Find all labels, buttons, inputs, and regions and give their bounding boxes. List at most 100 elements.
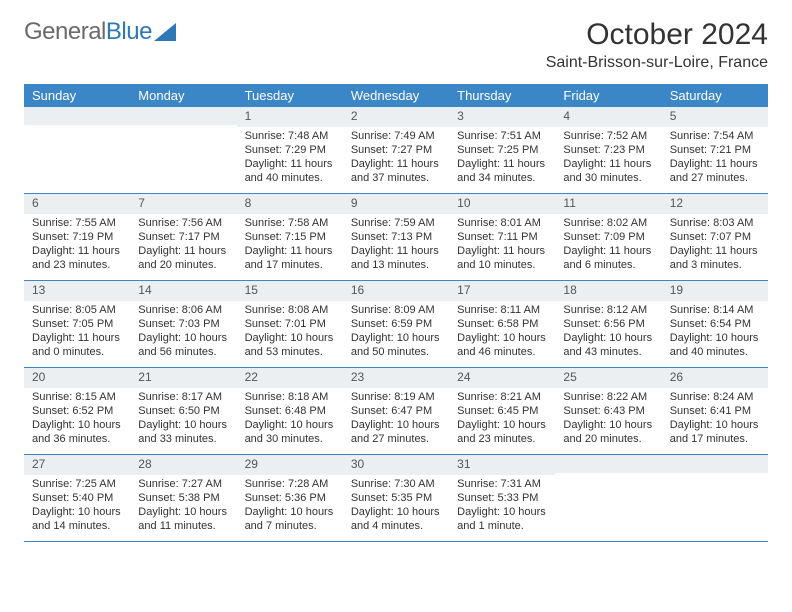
day-cell: 5Sunrise: 7:54 AMSunset: 7:21 PMDaylight… <box>662 107 768 193</box>
day-cell: 19Sunrise: 8:14 AMSunset: 6:54 PMDayligh… <box>662 281 768 367</box>
day-cell: 7Sunrise: 7:56 AMSunset: 7:17 PMDaylight… <box>130 194 236 280</box>
day-cell: 9Sunrise: 7:59 AMSunset: 7:13 PMDaylight… <box>343 194 449 280</box>
day-number: 26 <box>662 368 768 388</box>
daylight-text: Daylight: 11 hours and 17 minutes. <box>245 244 335 273</box>
daylight-text: Daylight: 11 hours and 6 minutes. <box>563 244 653 273</box>
day-body: Sunrise: 8:05 AMSunset: 7:05 PMDaylight:… <box>24 301 130 366</box>
day-body: Sunrise: 7:28 AMSunset: 5:36 PMDaylight:… <box>237 475 343 540</box>
sunrise-text: Sunrise: 7:59 AM <box>351 216 441 230</box>
day-cell <box>130 107 236 193</box>
day-number: 24 <box>449 368 555 388</box>
day-cell <box>555 455 661 541</box>
day-number: 19 <box>662 281 768 301</box>
dow-monday: Monday <box>130 84 236 107</box>
day-cell: 26Sunrise: 8:24 AMSunset: 6:41 PMDayligh… <box>662 368 768 454</box>
dow-saturday: Saturday <box>662 84 768 107</box>
daylight-text: Daylight: 10 hours and 17 minutes. <box>670 418 760 447</box>
day-number <box>555 455 661 473</box>
day-cell: 25Sunrise: 8:22 AMSunset: 6:43 PMDayligh… <box>555 368 661 454</box>
day-number: 29 <box>237 455 343 475</box>
day-body: Sunrise: 8:21 AMSunset: 6:45 PMDaylight:… <box>449 388 555 453</box>
sunset-text: Sunset: 7:25 PM <box>457 143 547 157</box>
month-title: October 2024 <box>546 18 768 52</box>
title-block: October 2024 Saint-Brisson-sur-Loire, Fr… <box>546 18 768 72</box>
day-body: Sunrise: 7:51 AMSunset: 7:25 PMDaylight:… <box>449 127 555 192</box>
daylight-text: Daylight: 10 hours and 27 minutes. <box>351 418 441 447</box>
week-row: 1Sunrise: 7:48 AMSunset: 7:29 PMDaylight… <box>24 107 768 194</box>
day-number: 1 <box>237 107 343 127</box>
sunset-text: Sunset: 7:19 PM <box>32 230 122 244</box>
calendar-page: GeneralBlue October 2024 Saint-Brisson-s… <box>0 0 792 542</box>
sunset-text: Sunset: 7:27 PM <box>351 143 441 157</box>
sunset-text: Sunset: 5:40 PM <box>32 491 122 505</box>
sunrise-text: Sunrise: 7:49 AM <box>351 129 441 143</box>
daylight-text: Daylight: 11 hours and 0 minutes. <box>32 331 122 360</box>
sunrise-text: Sunrise: 7:31 AM <box>457 477 547 491</box>
logo-triangle-icon <box>154 23 176 41</box>
day-number <box>662 455 768 473</box>
dow-sunday: Sunday <box>24 84 130 107</box>
day-number: 14 <box>130 281 236 301</box>
sunset-text: Sunset: 7:29 PM <box>245 143 335 157</box>
day-cell: 30Sunrise: 7:30 AMSunset: 5:35 PMDayligh… <box>343 455 449 541</box>
sunset-text: Sunset: 7:09 PM <box>563 230 653 244</box>
daylight-text: Daylight: 11 hours and 13 minutes. <box>351 244 441 273</box>
day-cell: 23Sunrise: 8:19 AMSunset: 6:47 PMDayligh… <box>343 368 449 454</box>
day-body: Sunrise: 8:01 AMSunset: 7:11 PMDaylight:… <box>449 214 555 279</box>
day-number <box>24 107 130 125</box>
sunset-text: Sunset: 6:52 PM <box>32 404 122 418</box>
sunrise-text: Sunrise: 7:52 AM <box>563 129 653 143</box>
dow-friday: Friday <box>555 84 661 107</box>
sunset-text: Sunset: 6:59 PM <box>351 317 441 331</box>
daylight-text: Daylight: 10 hours and 14 minutes. <box>32 505 122 534</box>
daylight-text: Daylight: 11 hours and 40 minutes. <box>245 157 335 186</box>
day-body: Sunrise: 8:22 AMSunset: 6:43 PMDaylight:… <box>555 388 661 453</box>
sunrise-text: Sunrise: 8:12 AM <box>563 303 653 317</box>
day-body: Sunrise: 8:08 AMSunset: 7:01 PMDaylight:… <box>237 301 343 366</box>
sunrise-text: Sunrise: 8:22 AM <box>563 390 653 404</box>
sunrise-text: Sunrise: 8:05 AM <box>32 303 122 317</box>
location: Saint-Brisson-sur-Loire, France <box>546 54 768 72</box>
dow-tuesday: Tuesday <box>237 84 343 107</box>
sunrise-text: Sunrise: 7:27 AM <box>138 477 228 491</box>
logo: GeneralBlue <box>24 18 176 46</box>
sunset-text: Sunset: 5:33 PM <box>457 491 547 505</box>
sunset-text: Sunset: 6:58 PM <box>457 317 547 331</box>
day-body: Sunrise: 8:14 AMSunset: 6:54 PMDaylight:… <box>662 301 768 366</box>
day-body: Sunrise: 7:30 AMSunset: 5:35 PMDaylight:… <box>343 475 449 540</box>
day-body: Sunrise: 7:58 AMSunset: 7:15 PMDaylight:… <box>237 214 343 279</box>
day-cell: 11Sunrise: 8:02 AMSunset: 7:09 PMDayligh… <box>555 194 661 280</box>
sunrise-text: Sunrise: 7:30 AM <box>351 477 441 491</box>
day-number: 12 <box>662 194 768 214</box>
daylight-text: Daylight: 10 hours and 30 minutes. <box>245 418 335 447</box>
day-body: Sunrise: 8:17 AMSunset: 6:50 PMDaylight:… <box>130 388 236 453</box>
daylight-text: Daylight: 11 hours and 34 minutes. <box>457 157 547 186</box>
logo-text-blue: Blue <box>106 18 152 46</box>
day-cell: 27Sunrise: 7:25 AMSunset: 5:40 PMDayligh… <box>24 455 130 541</box>
daylight-text: Daylight: 11 hours and 37 minutes. <box>351 157 441 186</box>
dow-row: Sunday Monday Tuesday Wednesday Thursday… <box>24 84 768 107</box>
sunset-text: Sunset: 6:43 PM <box>563 404 653 418</box>
sunset-text: Sunset: 7:05 PM <box>32 317 122 331</box>
day-number: 18 <box>555 281 661 301</box>
day-number: 3 <box>449 107 555 127</box>
daylight-text: Daylight: 11 hours and 10 minutes. <box>457 244 547 273</box>
day-body: Sunrise: 8:15 AMSunset: 6:52 PMDaylight:… <box>24 388 130 453</box>
day-body: Sunrise: 8:18 AMSunset: 6:48 PMDaylight:… <box>237 388 343 453</box>
day-body: Sunrise: 7:52 AMSunset: 7:23 PMDaylight:… <box>555 127 661 192</box>
day-number: 7 <box>130 194 236 214</box>
day-body: Sunrise: 7:54 AMSunset: 7:21 PMDaylight:… <box>662 127 768 192</box>
day-cell: 18Sunrise: 8:12 AMSunset: 6:56 PMDayligh… <box>555 281 661 367</box>
day-number: 15 <box>237 281 343 301</box>
sunset-text: Sunset: 7:03 PM <box>138 317 228 331</box>
sunrise-text: Sunrise: 7:25 AM <box>32 477 122 491</box>
day-cell: 8Sunrise: 7:58 AMSunset: 7:15 PMDaylight… <box>237 194 343 280</box>
sunset-text: Sunset: 6:41 PM <box>670 404 760 418</box>
day-cell: 13Sunrise: 8:05 AMSunset: 7:05 PMDayligh… <box>24 281 130 367</box>
day-body: Sunrise: 7:27 AMSunset: 5:38 PMDaylight:… <box>130 475 236 540</box>
day-cell: 6Sunrise: 7:55 AMSunset: 7:19 PMDaylight… <box>24 194 130 280</box>
daylight-text: Daylight: 11 hours and 27 minutes. <box>670 157 760 186</box>
sunset-text: Sunset: 7:11 PM <box>457 230 547 244</box>
sunset-text: Sunset: 6:56 PM <box>563 317 653 331</box>
sunrise-text: Sunrise: 8:09 AM <box>351 303 441 317</box>
